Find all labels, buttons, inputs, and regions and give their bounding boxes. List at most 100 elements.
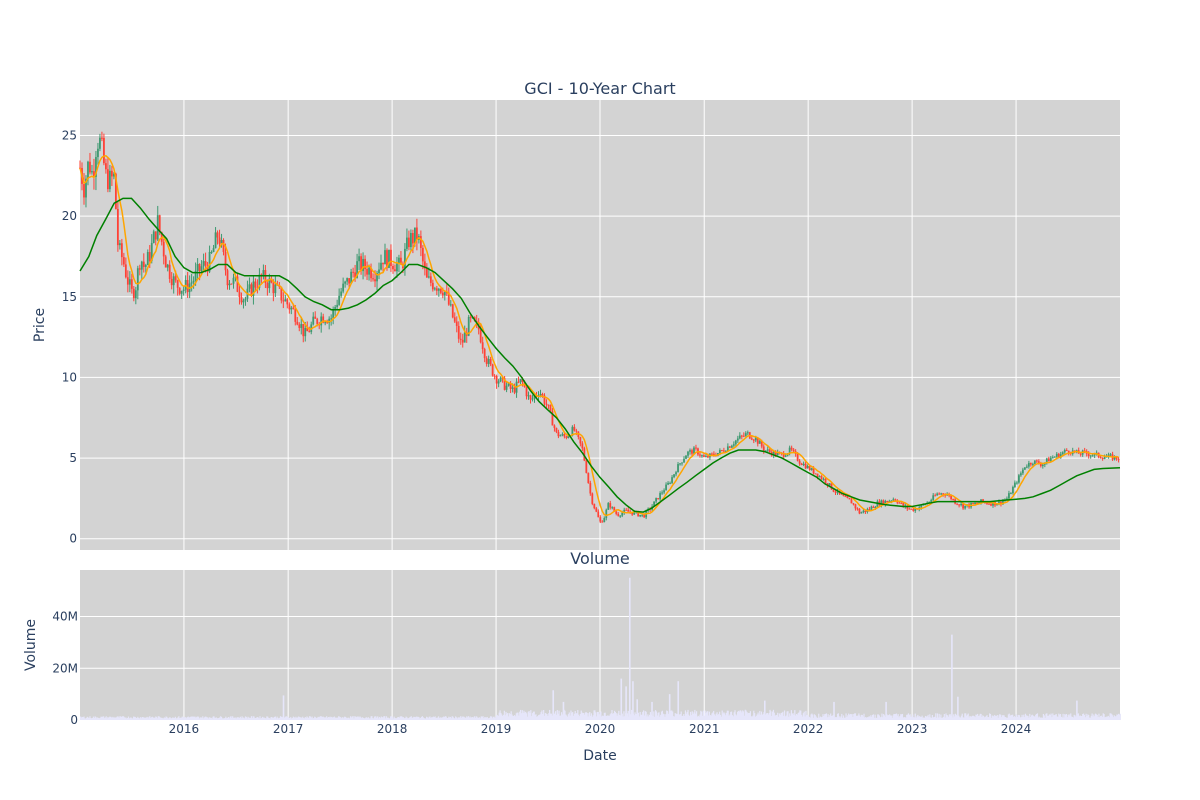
volume-bar — [788, 716, 790, 720]
candle-body — [934, 495, 937, 497]
volume-bar — [647, 714, 649, 720]
volume-bar — [660, 711, 663, 720]
volume-bar — [930, 717, 933, 720]
volume-bar — [895, 713, 897, 720]
volume-bar — [297, 716, 300, 720]
candle-body — [352, 271, 354, 273]
volume-bar — [399, 716, 401, 720]
volume-bar — [769, 709, 771, 720]
volume-bar — [1023, 714, 1025, 720]
volume-bar — [906, 714, 909, 720]
candle-body — [750, 438, 753, 440]
volume-bar — [1044, 717, 1046, 720]
volume-bar — [349, 718, 351, 720]
volume-bar — [85, 718, 87, 720]
volume-bar — [820, 717, 822, 720]
candle-body — [828, 483, 831, 486]
candle-body — [404, 248, 406, 269]
volume-bar — [258, 718, 260, 720]
volume-bar — [518, 715, 520, 720]
volume-bar — [789, 715, 792, 720]
candle-body — [872, 506, 875, 509]
volume-bar — [108, 717, 110, 720]
volume-bar — [1025, 715, 1027, 720]
candle-body — [306, 328, 309, 332]
volume-bar — [241, 716, 243, 720]
volume-bar — [732, 716, 734, 720]
candle-body — [836, 490, 839, 493]
volume-bar — [690, 715, 693, 720]
volume-bar — [201, 718, 203, 720]
volume-bar — [662, 713, 664, 720]
volume-bar — [596, 712, 599, 720]
volume-bar — [182, 717, 184, 720]
volume-bar — [1118, 713, 1120, 720]
volume-bar — [244, 718, 246, 720]
volume-bar — [129, 717, 131, 720]
candle-body — [806, 465, 809, 469]
volume-bar — [946, 714, 948, 720]
volume-bar — [390, 716, 393, 720]
candle-body — [920, 504, 923, 508]
volume-bar — [424, 718, 426, 720]
volume-bar — [223, 718, 225, 720]
volume-bar — [646, 716, 648, 720]
volume-bars — [80, 577, 1121, 720]
volume-bar — [673, 716, 675, 720]
volume-bar — [644, 711, 646, 720]
candle-body — [601, 521, 604, 523]
volume-bar — [225, 716, 227, 720]
candle-body — [772, 451, 775, 456]
volume-bar — [341, 717, 343, 720]
volume-bar — [173, 717, 176, 720]
volume-bar — [977, 713, 979, 720]
volume-bar — [605, 715, 607, 720]
volume-bar — [513, 715, 516, 720]
candle-body — [457, 325, 460, 339]
candle-body — [711, 453, 713, 455]
candle-body — [720, 450, 723, 452]
volume-bar — [798, 712, 800, 720]
volume-bar — [1060, 716, 1062, 720]
ma-long-line — [79, 197, 1121, 513]
volume-bar — [1082, 713, 1084, 720]
volume-bar — [311, 716, 313, 720]
volume-bar — [567, 714, 570, 720]
volume-bar — [185, 717, 187, 720]
volume-bar — [1098, 713, 1100, 720]
candle-body — [1107, 454, 1110, 457]
volume-bar — [246, 718, 248, 720]
candle-body — [459, 338, 462, 340]
volume-bar — [460, 716, 462, 720]
volume-bar — [385, 716, 388, 720]
candle-body — [505, 385, 508, 390]
candle-body — [330, 318, 333, 320]
candle-body — [481, 342, 484, 350]
volume-bar — [701, 715, 704, 720]
volume-bar — [493, 716, 495, 720]
volume-bar — [575, 713, 577, 720]
volume-bar — [880, 716, 882, 720]
volume-bar — [516, 712, 518, 720]
volume-bar — [1027, 715, 1029, 720]
candle-body — [705, 455, 707, 457]
candle-body — [425, 268, 428, 278]
volume-bar — [438, 718, 441, 720]
volume-bar — [263, 717, 265, 720]
volume-bar — [869, 716, 871, 720]
candle-body — [475, 320, 478, 323]
volume-bar — [699, 714, 701, 720]
volume-bar — [1109, 713, 1111, 720]
volume-bar — [303, 718, 306, 720]
volume-bar — [896, 715, 898, 720]
volume-bar — [152, 717, 154, 720]
volume-bar — [125, 717, 127, 720]
candle-body — [495, 375, 498, 384]
volume-bar — [961, 713, 963, 720]
volume-bar — [1004, 716, 1006, 720]
volume-bar — [132, 718, 134, 720]
candle-body — [607, 503, 610, 510]
volume-bar — [935, 713, 937, 720]
volume-bar — [160, 717, 162, 720]
volume-bar — [656, 715, 658, 720]
